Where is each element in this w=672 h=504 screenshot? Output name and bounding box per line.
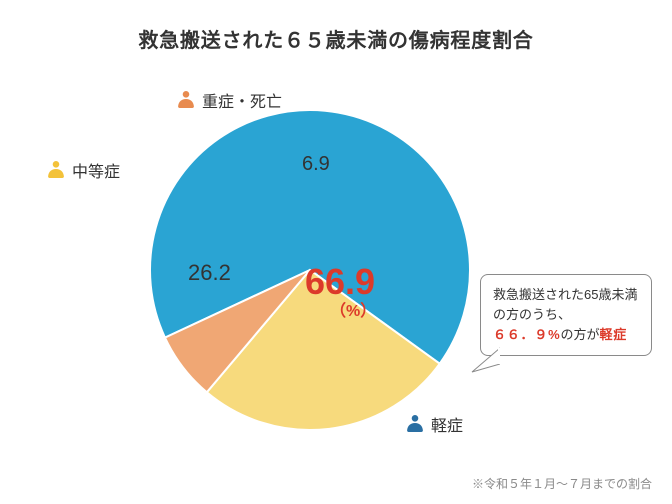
speech-after-pct: の方が — [560, 327, 599, 342]
person-icon — [46, 159, 66, 181]
legend-severe: 重症・死亡 — [176, 88, 282, 112]
speech-highlight-pct: ６６．９% — [493, 327, 560, 342]
legend-moderate-label: 中等症 — [72, 158, 120, 182]
speech-tail-icon — [470, 344, 500, 374]
legend-moderate: 中等症 — [46, 158, 120, 182]
pie-svg — [150, 110, 470, 430]
speech-line1: 救急搬送された65歳未満の方のうち、 — [493, 287, 637, 322]
person-icon — [176, 89, 196, 111]
legend-mild: 軽症 — [405, 412, 463, 436]
pie-chart — [150, 110, 470, 430]
chart-stage: 救急搬送された６５歳未満の傷病程度割合 66.9 26.2 6.9 （%） 軽症… — [0, 0, 672, 504]
speech-bubble: 救急搬送された65歳未満の方のうち、 ６６．９%の方が軽症 — [480, 274, 652, 356]
speech-highlight-word: 軽症 — [599, 327, 627, 342]
chart-title: 救急搬送された６５歳未満の傷病程度割合 — [0, 24, 672, 53]
legend-mild-label: 軽症 — [431, 412, 463, 436]
legend-severe-label: 重症・死亡 — [202, 88, 282, 112]
person-icon — [405, 413, 425, 435]
footnote: ※令和５年１月～７月までの割合 — [472, 475, 652, 492]
